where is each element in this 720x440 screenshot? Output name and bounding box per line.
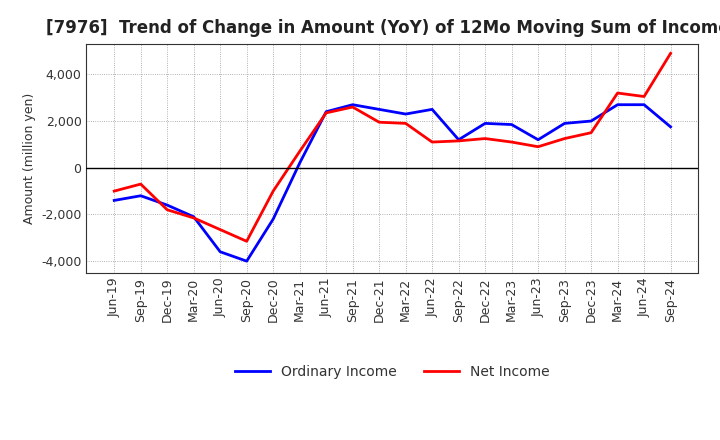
Y-axis label: Amount (million yen): Amount (million yen): [22, 93, 35, 224]
Ordinary Income: [640, 102, 649, 107]
Net Income: [481, 136, 490, 141]
Net Income: [136, 181, 145, 187]
Net Income: [110, 188, 119, 194]
Ordinary Income: [163, 202, 171, 208]
Net Income: [454, 138, 463, 143]
Ordinary Income: [322, 109, 330, 114]
Net Income: [216, 227, 225, 232]
Ordinary Income: [508, 122, 516, 127]
Net Income: [534, 144, 542, 149]
Ordinary Income: [189, 214, 198, 220]
Ordinary Income: [613, 102, 622, 107]
Net Income: [163, 207, 171, 213]
Ordinary Income: [216, 249, 225, 254]
Net Income: [666, 51, 675, 56]
Line: Ordinary Income: Ordinary Income: [114, 105, 670, 261]
Ordinary Income: [401, 111, 410, 117]
Net Income: [189, 215, 198, 220]
Ordinary Income: [666, 124, 675, 129]
Ordinary Income: [560, 121, 569, 126]
Net Income: [375, 120, 384, 125]
Net Income: [508, 139, 516, 145]
Title: [7976]  Trend of Change in Amount (YoY) of 12Mo Moving Sum of Incomes: [7976] Trend of Change in Amount (YoY) o…: [45, 19, 720, 37]
Ordinary Income: [587, 118, 595, 124]
Net Income: [269, 188, 277, 194]
Ordinary Income: [295, 161, 304, 166]
Ordinary Income: [269, 216, 277, 222]
Net Income: [613, 90, 622, 95]
Ordinary Income: [534, 137, 542, 143]
Ordinary Income: [481, 121, 490, 126]
Ordinary Income: [428, 107, 436, 112]
Net Income: [243, 238, 251, 244]
Ordinary Income: [348, 102, 357, 107]
Net Income: [640, 94, 649, 99]
Ordinary Income: [243, 258, 251, 264]
Ordinary Income: [136, 193, 145, 198]
Net Income: [401, 121, 410, 126]
Net Income: [560, 136, 569, 141]
Net Income: [428, 139, 436, 145]
Ordinary Income: [454, 137, 463, 143]
Ordinary Income: [110, 198, 119, 203]
Line: Net Income: Net Income: [114, 53, 670, 241]
Legend: Ordinary Income, Net Income: Ordinary Income, Net Income: [230, 360, 555, 385]
Ordinary Income: [375, 107, 384, 112]
Net Income: [295, 149, 304, 154]
Net Income: [322, 110, 330, 116]
Net Income: [348, 104, 357, 110]
Net Income: [587, 130, 595, 136]
